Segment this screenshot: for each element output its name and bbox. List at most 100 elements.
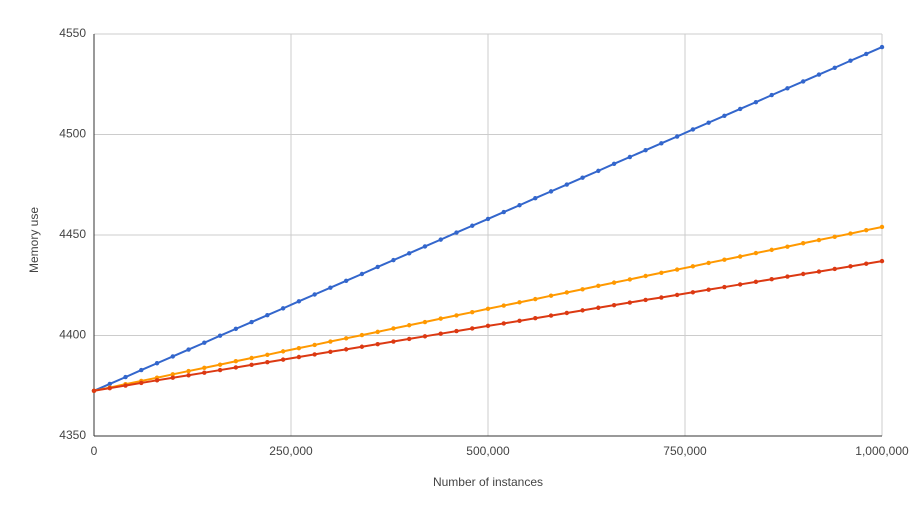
data-point: [454, 328, 459, 334]
data-point: [186, 347, 191, 352]
data-point: [785, 86, 790, 91]
data-point: [312, 352, 317, 357]
data-point: [154, 378, 160, 383]
data-point: [548, 293, 554, 298]
data-point: [391, 326, 396, 331]
data-point: [217, 362, 223, 367]
data-point: [501, 321, 506, 326]
data-point: [722, 113, 727, 119]
y-tick-label: 4400: [59, 328, 86, 342]
data-point: [249, 319, 254, 325]
data-point: [611, 161, 617, 167]
data-point: [375, 329, 380, 335]
data-point: [375, 264, 380, 270]
data-point: [186, 373, 191, 378]
data-point: [280, 306, 286, 311]
data-point: [816, 269, 822, 274]
data-point: [564, 182, 569, 187]
data-point: [170, 375, 175, 380]
data-point: [359, 332, 365, 338]
x-tick-label: 750,000: [663, 444, 707, 458]
data-point: [91, 388, 97, 393]
data-point: [706, 260, 711, 266]
data-point: [422, 244, 428, 249]
data-point: [485, 216, 491, 222]
data-point: [154, 361, 160, 366]
data-point: [359, 344, 365, 349]
data-point: [296, 299, 302, 304]
data-point: [312, 342, 317, 348]
data-point: [407, 251, 412, 256]
data-point: [690, 264, 696, 269]
data-point: [801, 271, 806, 277]
y-axis-title: Memory use: [27, 207, 41, 273]
data-point: [674, 267, 680, 272]
data-point: [706, 287, 711, 292]
data-point: [249, 362, 254, 368]
data-point: [202, 365, 207, 371]
data-point: [611, 302, 617, 308]
data-point: [596, 283, 601, 289]
data-point: [139, 367, 144, 373]
data-point: [485, 306, 491, 311]
data-point: [816, 72, 822, 77]
x-tick-label: 1,000,000: [855, 444, 909, 458]
data-point: [517, 300, 522, 305]
data-point: [548, 189, 554, 194]
data-point: [848, 264, 853, 269]
data-point: [139, 380, 144, 386]
data-point: [706, 120, 711, 125]
data-point: [596, 168, 601, 174]
data-point: [312, 292, 317, 297]
data-point: [265, 312, 270, 318]
data-point: [438, 331, 443, 336]
x-tick-label: 250,000: [269, 444, 313, 458]
data-point: [753, 250, 759, 256]
data-point: [422, 334, 428, 339]
data-point: [249, 355, 254, 361]
data-point: [407, 336, 412, 342]
data-point: [470, 309, 475, 315]
data-point: [769, 247, 774, 253]
data-point: [753, 99, 759, 105]
data-point: [391, 257, 396, 263]
data-point: [265, 352, 270, 357]
data-point: [217, 367, 223, 373]
data-point: [737, 106, 743, 112]
y-tick-label: 4450: [59, 227, 86, 241]
data-point: [627, 277, 633, 282]
data-point: [454, 313, 459, 318]
data-point: [501, 303, 506, 308]
data-point: [864, 261, 869, 266]
data-point: [391, 339, 396, 344]
data-point: [722, 284, 727, 290]
data-point: [186, 368, 191, 374]
x-tick-label: 0: [91, 444, 98, 458]
data-point: [832, 266, 837, 272]
data-point: [879, 258, 885, 264]
data-point: [343, 278, 349, 284]
data-point: [343, 347, 349, 352]
data-point: [722, 257, 727, 262]
data-point: [202, 340, 207, 345]
data-point: [848, 231, 853, 236]
data-point: [864, 51, 869, 57]
data-point: [533, 296, 538, 302]
data-point: [627, 154, 633, 160]
data-point: [470, 326, 475, 331]
data-point: [548, 313, 554, 318]
data-point: [123, 374, 128, 380]
data-point: [832, 65, 837, 70]
data-point: [170, 372, 175, 377]
data-point: [690, 127, 696, 132]
data-point: [564, 290, 569, 295]
data-point: [879, 44, 885, 50]
data-point: [422, 319, 428, 325]
data-point: [107, 381, 112, 387]
data-point: [769, 92, 774, 98]
data-point: [233, 365, 239, 370]
data-point: [785, 274, 790, 279]
data-point: [438, 237, 443, 242]
data-point: [832, 234, 837, 240]
